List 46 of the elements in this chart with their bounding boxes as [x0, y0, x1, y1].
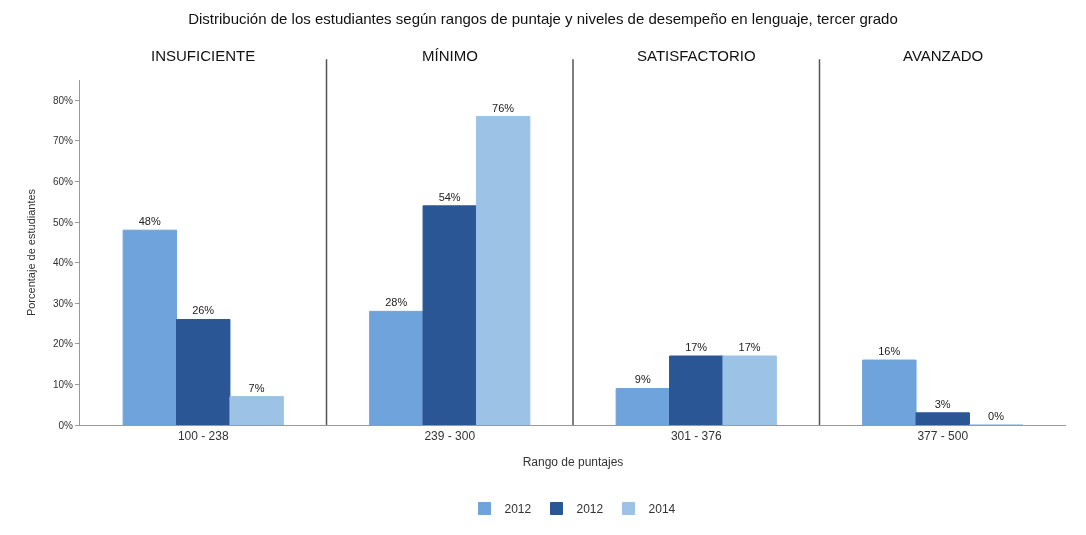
bar — [862, 359, 917, 425]
text: AVANZADO — [903, 47, 984, 64]
bar — [122, 229, 178, 425]
data-label: 7% — [248, 381, 265, 394]
x-tick-label: 301 - 376 — [670, 429, 722, 444]
y-tick-label: 80% — [52, 94, 74, 106]
bar — [229, 396, 284, 425]
bar — [176, 318, 231, 425]
bar — [422, 205, 477, 425]
y-tick-label: 60% — [52, 175, 74, 187]
text: MÍNIMO — [422, 47, 478, 64]
data-label: 17% — [685, 341, 708, 353]
data-label: 17% — [738, 341, 761, 353]
bar — [669, 355, 724, 425]
x-tick-label: 239 - 300 — [424, 429, 476, 444]
data-label: 76% — [492, 101, 515, 114]
data-label: 28% — [385, 296, 408, 309]
bar — [369, 310, 424, 425]
y-tick-label: 20% — [52, 338, 74, 350]
legend-label: 2014 — [648, 502, 676, 517]
data-label: 0% — [988, 410, 1005, 422]
bar — [475, 116, 531, 425]
data-label: 48% — [138, 215, 161, 228]
y-tick-label: 70% — [52, 135, 74, 147]
x-axis-title: Rango de puntajes — [522, 455, 624, 470]
chart-title: Distribución de los estudiantes según rangos de puntaje y niveles de desempeño en lenguaje, tercer grado — [188, 9, 898, 27]
bar — [915, 412, 970, 425]
text: SATISFACTORIO — [637, 47, 756, 64]
bar — [615, 387, 671, 425]
y-tick-label: 30% — [52, 297, 74, 309]
legend-label: 2012 — [576, 502, 604, 517]
y-tick-label: 0% — [58, 419, 74, 431]
y-tick-label: 10% — [52, 378, 74, 390]
data-label: 26% — [192, 304, 215, 317]
y-tick-label: 40% — [52, 257, 74, 269]
data-label: 3% — [934, 397, 951, 410]
data-label: 16% — [878, 345, 901, 358]
data-label: 9% — [634, 373, 651, 386]
data-label: 54% — [438, 190, 461, 203]
x-tick-label: 100 - 238 — [177, 429, 229, 444]
y-tick-label: 50% — [52, 216, 74, 228]
y-axis-title: Porcentaje de estudiantes — [24, 188, 37, 317]
text: INSUFICIENTE — [151, 47, 256, 64]
bar — [722, 355, 777, 425]
legend-label: 2012 — [504, 502, 532, 517]
x-tick-label: 377 - 500 — [917, 429, 969, 444]
